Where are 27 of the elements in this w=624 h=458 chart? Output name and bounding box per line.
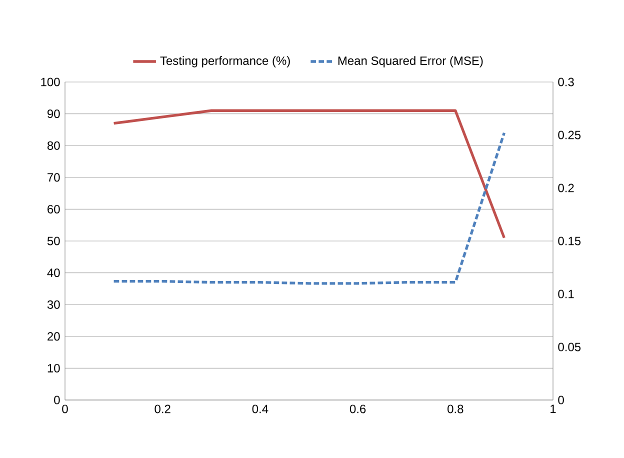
- y-tick-label: 20: [48, 332, 60, 341]
- y-tick-label: 0: [54, 396, 60, 404]
- y-tick-label: 80: [47, 141, 60, 150]
- x-tick-label: 0: [62, 404, 68, 414]
- legend-label: Testing performance (%): [160, 56, 290, 68]
- legend-label: Mean Squared Error (MSE): [338, 56, 483, 68]
- y2-tick-label: 0: [558, 396, 564, 404]
- y2-tick-label: 0.3: [558, 78, 574, 86]
- x-tick-label: 0.2: [154, 404, 170, 414]
- y-tick-label: 50: [47, 236, 60, 246]
- y-tick-label: 30: [47, 300, 60, 309]
- y2-tick-label: 0.1: [558, 290, 574, 298]
- x-tick-label: 1: [550, 404, 556, 413]
- x-tick-label: 0.4: [252, 404, 268, 414]
- y-tick-label: 90: [48, 110, 60, 118]
- x-tick-label: 0.6: [350, 404, 366, 414]
- y-tick-label: 70: [48, 173, 60, 182]
- y-tick-label: 40: [47, 268, 60, 278]
- y2-tick-label: 0.05: [558, 342, 581, 352]
- line-series: [112, 132, 506, 285]
- y2-tick-label: 0.15: [558, 236, 581, 246]
- y-tick-label: 60: [48, 204, 60, 214]
- x-tick-label: 0.8: [448, 404, 464, 414]
- y2-tick-label: 0.25: [558, 130, 581, 140]
- y-tick-label: 10: [48, 364, 60, 372]
- y-tick-label: 100: [41, 78, 60, 86]
- y2-tick-label: 0.2: [558, 184, 574, 192]
